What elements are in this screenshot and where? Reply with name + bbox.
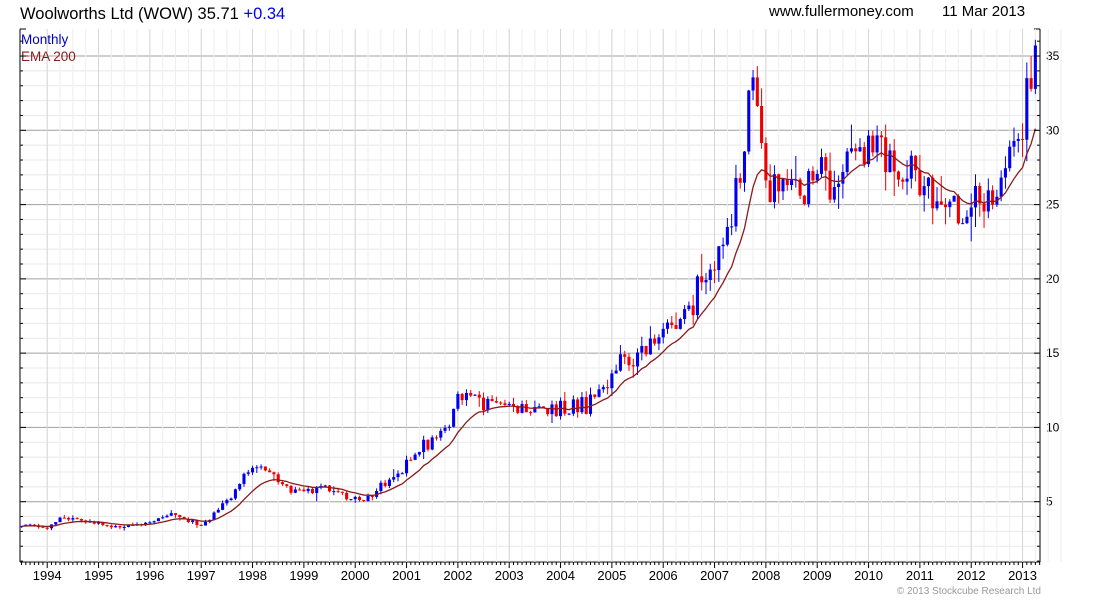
svg-text:1995: 1995 xyxy=(84,568,113,583)
svg-text:Monthly: Monthly xyxy=(21,32,69,47)
svg-text:2006: 2006 xyxy=(649,568,678,583)
svg-text:Woolworths Ltd (WOW) 35.71 +0.: Woolworths Ltd (WOW) 35.71 +0.34 xyxy=(20,5,285,23)
svg-text:2010: 2010 xyxy=(854,568,883,583)
svg-text:5: 5 xyxy=(1046,495,1053,509)
svg-text:© 2013 Stockcube Research Ltd: © 2013 Stockcube Research Ltd xyxy=(897,586,1041,597)
svg-text:2005: 2005 xyxy=(597,568,626,583)
svg-text:2003: 2003 xyxy=(495,568,524,583)
svg-text:2013: 2013 xyxy=(1008,568,1037,583)
svg-text:2011: 2011 xyxy=(906,568,934,583)
svg-text:EMA 200: EMA 200 xyxy=(21,49,76,64)
svg-text:2012: 2012 xyxy=(957,568,986,583)
svg-text:2009: 2009 xyxy=(803,568,832,583)
svg-text:2001: 2001 xyxy=(392,568,421,583)
svg-text:2000: 2000 xyxy=(341,568,370,583)
svg-text:2004: 2004 xyxy=(546,568,575,583)
svg-text:11 Mar 2013: 11 Mar 2013 xyxy=(942,3,1025,20)
svg-text:2002: 2002 xyxy=(443,568,472,583)
svg-text:1994: 1994 xyxy=(33,568,62,583)
svg-text:2008: 2008 xyxy=(751,568,780,583)
svg-text:2007: 2007 xyxy=(700,568,729,583)
svg-text:1997: 1997 xyxy=(187,568,216,583)
svg-text:1999: 1999 xyxy=(289,568,318,583)
svg-text:1998: 1998 xyxy=(238,568,267,583)
svg-text:1996: 1996 xyxy=(135,568,164,583)
svg-text:www.fullermoney.com: www.fullermoney.com xyxy=(768,3,914,20)
